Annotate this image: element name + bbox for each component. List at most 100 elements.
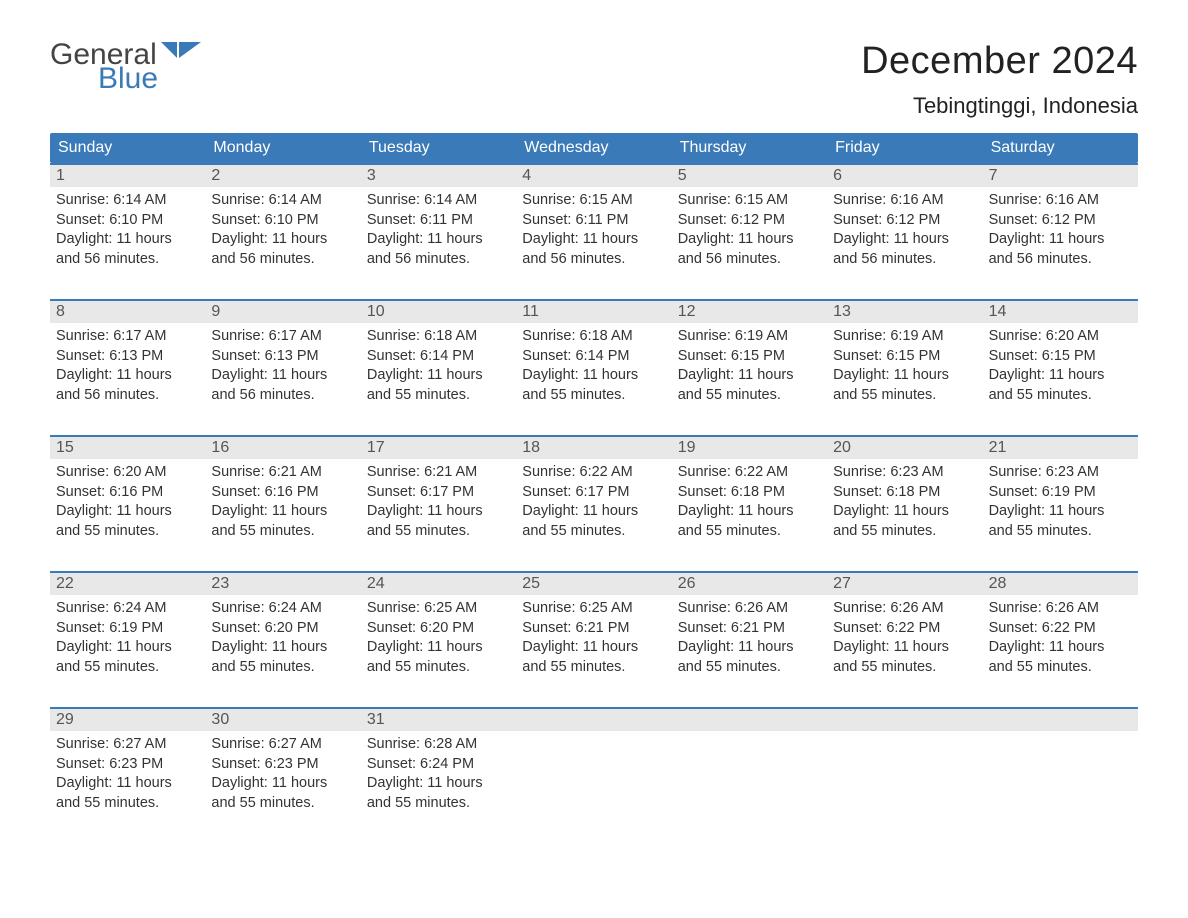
sunrise-text: Sunrise: 6:14 AM [56, 191, 199, 211]
day-number: 22 [50, 573, 205, 595]
daylight-text: Daylight: 11 hours and 55 minutes. [678, 638, 821, 677]
sunrise-text: Sunrise: 6:22 AM [678, 463, 821, 483]
day-body: Sunrise: 6:22 AMSunset: 6:17 PMDaylight:… [516, 459, 671, 549]
day-number: 11 [516, 301, 671, 323]
daylight-text: Daylight: 11 hours and 55 minutes. [989, 638, 1132, 677]
sunrise-text: Sunrise: 6:17 AM [56, 327, 199, 347]
daylight-text: Daylight: 11 hours and 55 minutes. [367, 366, 510, 405]
sunset-text: Sunset: 6:21 PM [678, 619, 821, 639]
day-number: 20 [827, 437, 982, 459]
sunrise-text: Sunrise: 6:23 AM [989, 463, 1132, 483]
day-number: 13 [827, 301, 982, 323]
day-body: Sunrise: 6:24 AMSunset: 6:19 PMDaylight:… [50, 595, 205, 685]
dow-tuesday: Tuesday [361, 133, 516, 163]
sunset-text: Sunset: 6:23 PM [211, 755, 354, 775]
sunset-text: Sunset: 6:14 PM [522, 347, 665, 367]
sunset-text: Sunset: 6:21 PM [522, 619, 665, 639]
day-cell: 12Sunrise: 6:19 AMSunset: 6:15 PMDayligh… [672, 301, 827, 421]
daylight-text: Daylight: 11 hours and 56 minutes. [833, 230, 976, 269]
day-number: 10 [361, 301, 516, 323]
daylight-text: Daylight: 11 hours and 55 minutes. [989, 502, 1132, 541]
day-cell: 11Sunrise: 6:18 AMSunset: 6:14 PMDayligh… [516, 301, 671, 421]
sunset-text: Sunset: 6:13 PM [211, 347, 354, 367]
sunset-text: Sunset: 6:15 PM [678, 347, 821, 367]
logo-text-blue: Blue [98, 64, 158, 94]
sunset-text: Sunset: 6:17 PM [522, 483, 665, 503]
sunrise-text: Sunrise: 6:16 AM [833, 191, 976, 211]
calendar-week: 15Sunrise: 6:20 AMSunset: 6:16 PMDayligh… [50, 435, 1138, 557]
day-number: 27 [827, 573, 982, 595]
day-number: 2 [205, 165, 360, 187]
daylight-text: Daylight: 11 hours and 56 minutes. [211, 230, 354, 269]
daylight-text: Daylight: 11 hours and 55 minutes. [367, 502, 510, 541]
day-number: 15 [50, 437, 205, 459]
sunrise-text: Sunrise: 6:26 AM [833, 599, 976, 619]
sunrise-text: Sunrise: 6:25 AM [367, 599, 510, 619]
day-number [827, 709, 982, 731]
day-body: Sunrise: 6:25 AMSunset: 6:21 PMDaylight:… [516, 595, 671, 685]
daylight-text: Daylight: 11 hours and 56 minutes. [56, 366, 199, 405]
day-number: 21 [983, 437, 1138, 459]
day-cell: 25Sunrise: 6:25 AMSunset: 6:21 PMDayligh… [516, 573, 671, 693]
daylight-text: Daylight: 11 hours and 56 minutes. [678, 230, 821, 269]
day-number: 7 [983, 165, 1138, 187]
day-cell: 20Sunrise: 6:23 AMSunset: 6:18 PMDayligh… [827, 437, 982, 557]
day-number: 30 [205, 709, 360, 731]
day-number: 4 [516, 165, 671, 187]
day-cell [983, 709, 1138, 829]
daylight-text: Daylight: 11 hours and 55 minutes. [211, 502, 354, 541]
day-number: 26 [672, 573, 827, 595]
day-cell: 9Sunrise: 6:17 AMSunset: 6:13 PMDaylight… [205, 301, 360, 421]
day-body: Sunrise: 6:20 AMSunset: 6:16 PMDaylight:… [50, 459, 205, 549]
day-body: Sunrise: 6:21 AMSunset: 6:16 PMDaylight:… [205, 459, 360, 549]
daylight-text: Daylight: 11 hours and 55 minutes. [522, 502, 665, 541]
sunrise-text: Sunrise: 6:20 AM [56, 463, 199, 483]
day-number: 8 [50, 301, 205, 323]
daylight-text: Daylight: 11 hours and 55 minutes. [56, 774, 199, 813]
day-body: Sunrise: 6:20 AMSunset: 6:15 PMDaylight:… [983, 323, 1138, 413]
daylight-text: Daylight: 11 hours and 56 minutes. [989, 230, 1132, 269]
day-cell: 1Sunrise: 6:14 AMSunset: 6:10 PMDaylight… [50, 165, 205, 285]
daylight-text: Daylight: 11 hours and 55 minutes. [678, 502, 821, 541]
sunset-text: Sunset: 6:18 PM [678, 483, 821, 503]
sunset-text: Sunset: 6:16 PM [211, 483, 354, 503]
sunset-text: Sunset: 6:12 PM [989, 211, 1132, 231]
calendar: Sunday Monday Tuesday Wednesday Thursday… [50, 133, 1138, 829]
sunset-text: Sunset: 6:12 PM [833, 211, 976, 231]
dow-thursday: Thursday [672, 133, 827, 163]
sunrise-text: Sunrise: 6:28 AM [367, 735, 510, 755]
day-number: 25 [516, 573, 671, 595]
daylight-text: Daylight: 11 hours and 56 minutes. [56, 230, 199, 269]
daylight-text: Daylight: 11 hours and 55 minutes. [211, 638, 354, 677]
sunset-text: Sunset: 6:10 PM [56, 211, 199, 231]
day-cell: 6Sunrise: 6:16 AMSunset: 6:12 PMDaylight… [827, 165, 982, 285]
day-cell: 14Sunrise: 6:20 AMSunset: 6:15 PMDayligh… [983, 301, 1138, 421]
day-body: Sunrise: 6:15 AMSunset: 6:12 PMDaylight:… [672, 187, 827, 277]
daylight-text: Daylight: 11 hours and 55 minutes. [989, 366, 1132, 405]
sunrise-text: Sunrise: 6:24 AM [211, 599, 354, 619]
sunset-text: Sunset: 6:15 PM [833, 347, 976, 367]
day-cell: 21Sunrise: 6:23 AMSunset: 6:19 PMDayligh… [983, 437, 1138, 557]
sunset-text: Sunset: 6:23 PM [56, 755, 199, 775]
sunrise-text: Sunrise: 6:25 AM [522, 599, 665, 619]
day-cell: 27Sunrise: 6:26 AMSunset: 6:22 PMDayligh… [827, 573, 982, 693]
day-body: Sunrise: 6:18 AMSunset: 6:14 PMDaylight:… [361, 323, 516, 413]
dow-wednesday: Wednesday [516, 133, 671, 163]
sunrise-text: Sunrise: 6:22 AM [522, 463, 665, 483]
page-title: December 2024 [861, 40, 1138, 83]
day-body: Sunrise: 6:15 AMSunset: 6:11 PMDaylight:… [516, 187, 671, 277]
day-number [672, 709, 827, 731]
sunset-text: Sunset: 6:16 PM [56, 483, 199, 503]
sunrise-text: Sunrise: 6:14 AM [367, 191, 510, 211]
daylight-text: Daylight: 11 hours and 55 minutes. [833, 638, 976, 677]
day-number: 12 [672, 301, 827, 323]
day-cell: 15Sunrise: 6:20 AMSunset: 6:16 PMDayligh… [50, 437, 205, 557]
day-body: Sunrise: 6:16 AMSunset: 6:12 PMDaylight:… [983, 187, 1138, 277]
day-number [516, 709, 671, 731]
day-number: 28 [983, 573, 1138, 595]
sunset-text: Sunset: 6:20 PM [211, 619, 354, 639]
calendar-week: 1Sunrise: 6:14 AMSunset: 6:10 PMDaylight… [50, 163, 1138, 285]
sunrise-text: Sunrise: 6:15 AM [522, 191, 665, 211]
daylight-text: Daylight: 11 hours and 55 minutes. [522, 638, 665, 677]
daylight-text: Daylight: 11 hours and 55 minutes. [833, 502, 976, 541]
